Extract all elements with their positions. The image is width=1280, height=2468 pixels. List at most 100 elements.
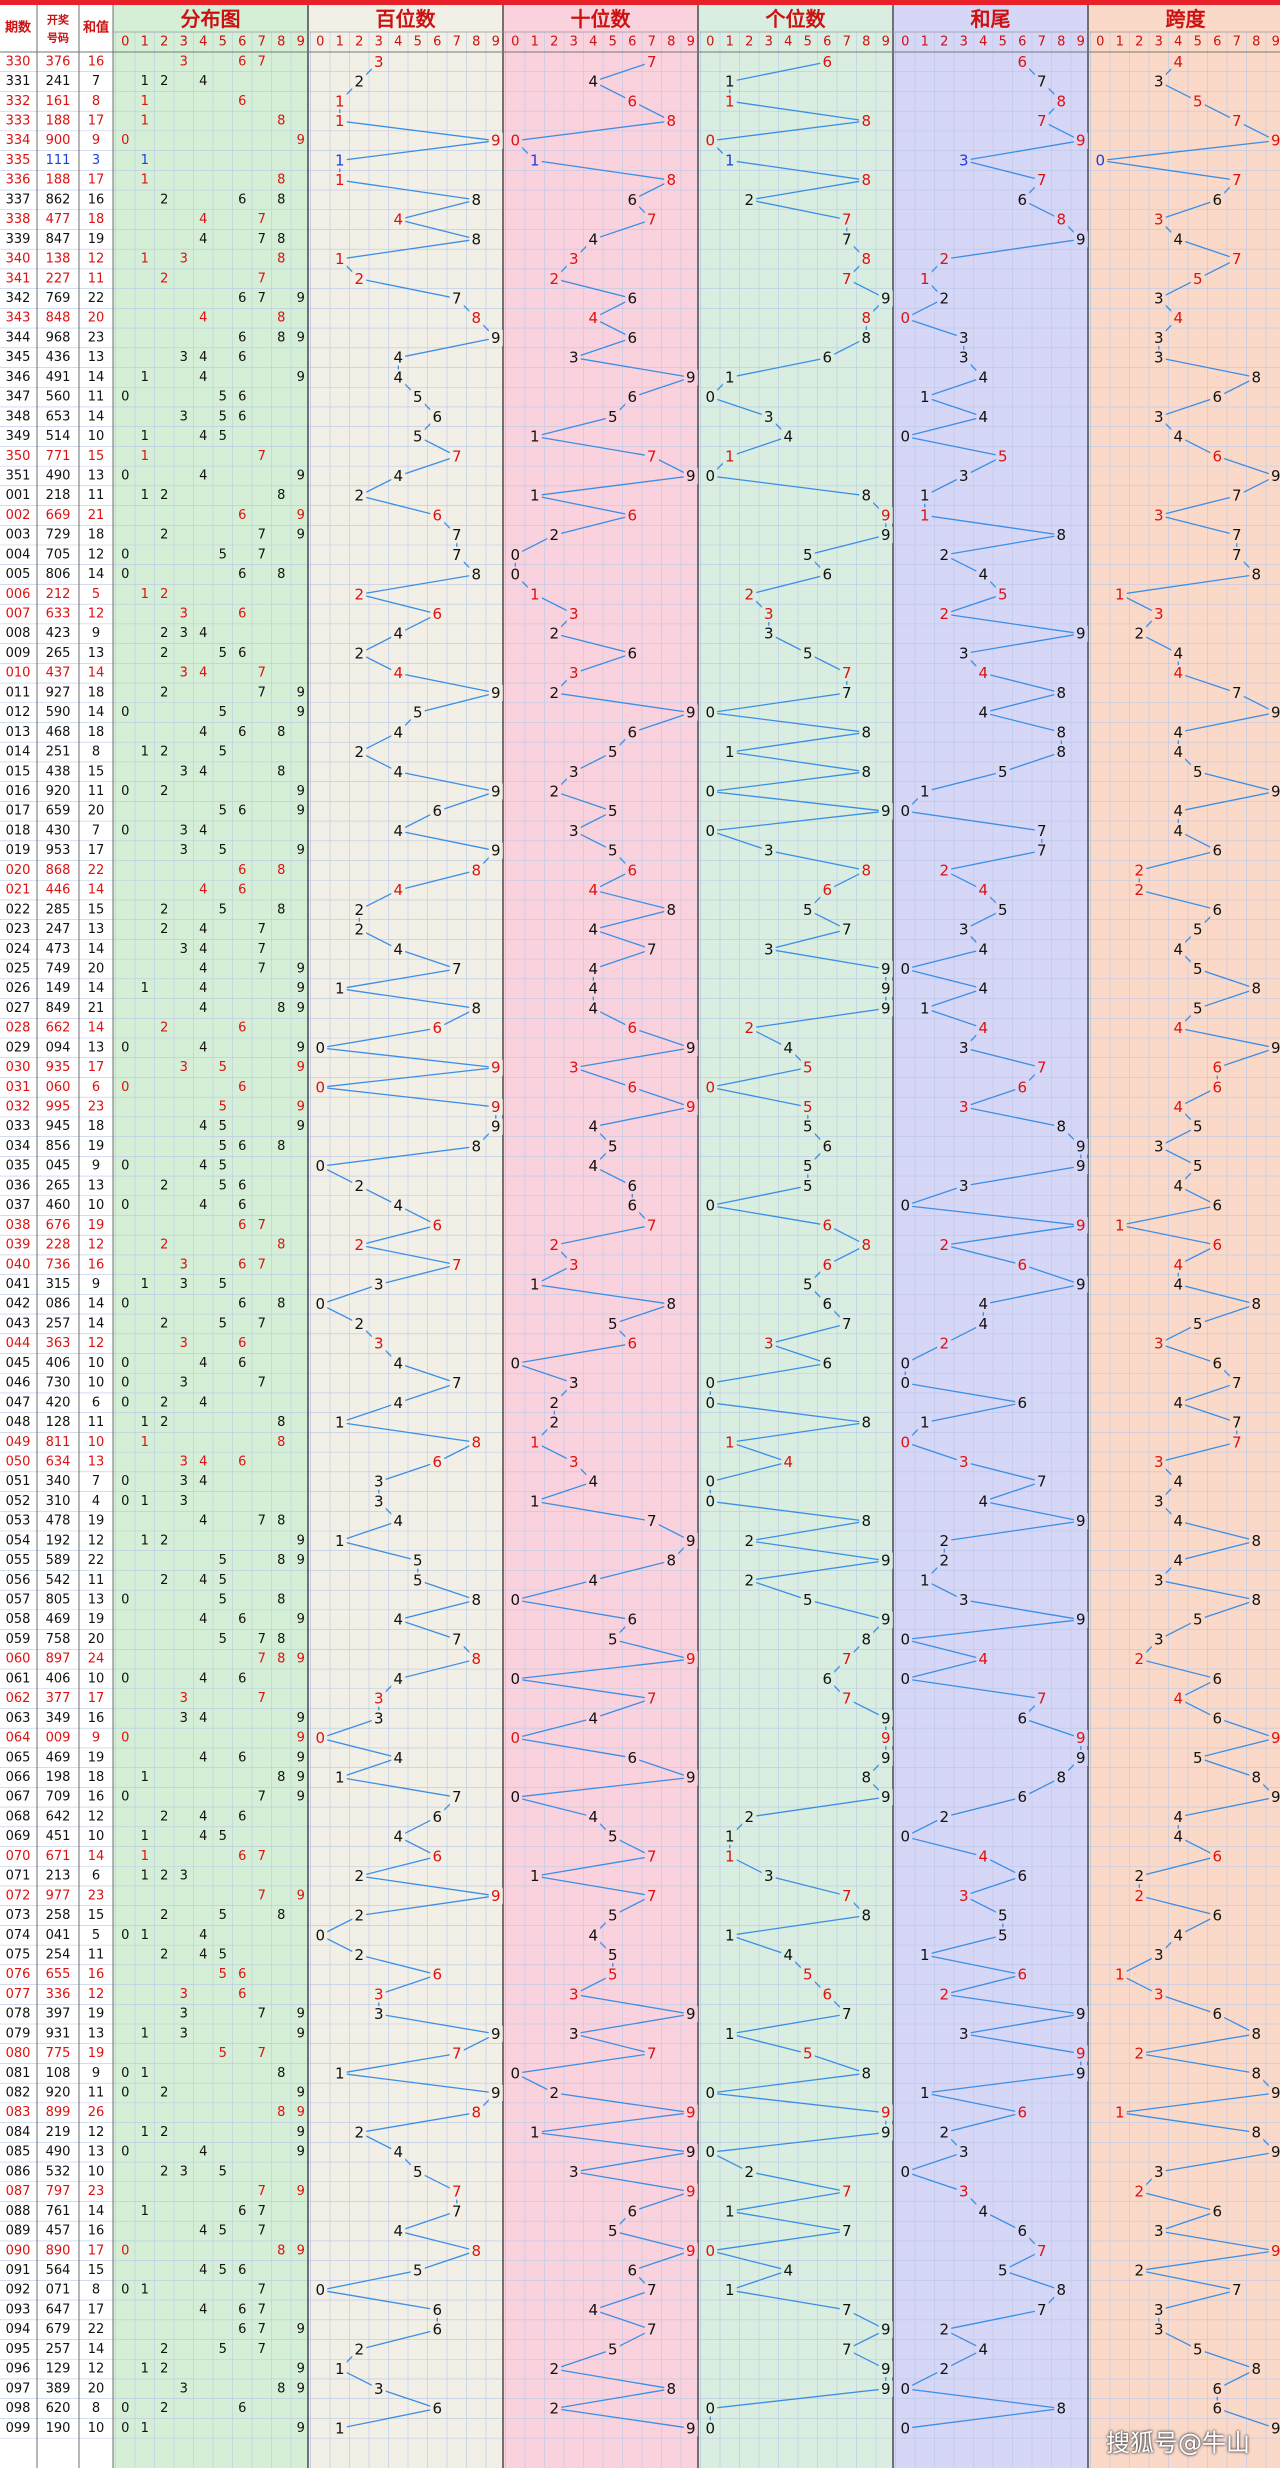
trend-point-tens: 9 <box>686 368 696 386</box>
trend-point-bg <box>683 2183 698 2200</box>
trend-point-bg <box>508 1670 523 1687</box>
trend-point-hundreds: 4 <box>393 211 403 229</box>
trend-point-units: 9 <box>881 2123 891 2141</box>
draw-cell: 219 <box>46 2125 71 2140</box>
trend-point-sum_tail: 0 <box>900 2419 910 2437</box>
trend-point-sum_tail: 6 <box>1017 1256 1027 1274</box>
draw-cell: 542 <box>46 1573 71 1588</box>
trend-point-units: 1 <box>725 92 735 110</box>
distribution-mark: 7 <box>258 1691 266 1706</box>
trend-point-units: 9 <box>881 526 891 544</box>
trend-point-bg <box>488 1887 503 1904</box>
period-cell: 007 <box>6 607 31 622</box>
trend-point-bg <box>878 2104 893 2121</box>
trend-point-bg <box>586 73 601 90</box>
trend-point-hundreds: 4 <box>393 1197 403 1215</box>
trend-point-tens: 4 <box>588 309 598 327</box>
distribution-mark: 2 <box>160 2401 168 2416</box>
draw-cell: 228 <box>46 1238 71 1253</box>
trend-point-bg <box>644 1217 659 1234</box>
trend-point-bg <box>703 704 718 721</box>
distribution-mark: 4 <box>199 1159 207 1174</box>
sum-cell: 14 <box>88 1849 105 1864</box>
trend-point-span: 8 <box>1251 2064 1261 2082</box>
draw-cell: 071 <box>46 2283 71 2298</box>
trend-point-hundreds: 4 <box>393 1749 403 1767</box>
trend-point-sum_tail: 4 <box>978 1492 988 1510</box>
distribution-mark: 7 <box>258 212 266 227</box>
trend-point-bg <box>449 1256 464 1273</box>
trend-point-bg <box>430 2321 445 2338</box>
trend-point-bg <box>976 2203 991 2220</box>
trend-point-sum_tail: 0 <box>900 428 910 446</box>
trend-point-bg <box>1210 2400 1225 2417</box>
period-cell: 028 <box>6 1021 31 1036</box>
distribution-mark: 6 <box>238 1336 246 1351</box>
trend-point-bg <box>488 132 503 149</box>
trend-point-units: 7 <box>842 1887 852 1905</box>
distribution-mark: 4 <box>199 1612 207 1627</box>
trend-point-bg <box>1132 2045 1147 2062</box>
trend-point-sum_tail: 1 <box>920 2084 930 2102</box>
trend-point-units: 1 <box>725 2025 735 2043</box>
trend-point-bg <box>1015 1256 1030 1273</box>
trend-point-hundreds: 4 <box>393 763 403 781</box>
draw-cell: 647 <box>46 2302 71 2317</box>
draw-cell: 265 <box>46 1178 71 1193</box>
trend-point-span: 4 <box>1173 1473 1183 1491</box>
draw-cell: 811 <box>46 1435 71 1450</box>
distribution-mark: 2 <box>160 1178 168 1193</box>
trend-point-bg <box>1249 2124 1264 2141</box>
period-cell: 034 <box>6 1139 31 1154</box>
distribution-mark: 9 <box>297 1100 305 1115</box>
trend-point-hundreds: 1 <box>335 2360 345 2378</box>
trend-point-tens: 9 <box>686 704 696 722</box>
trend-point-hundreds: 6 <box>432 506 442 524</box>
trend-point-tens: 8 <box>666 901 676 919</box>
trend-point-bg <box>820 349 835 366</box>
period-cell: 053 <box>6 1514 31 1529</box>
period-cell: 067 <box>6 1790 31 1805</box>
sum-cell: 11 <box>88 784 105 799</box>
trend-point-span: 6 <box>1212 388 1222 406</box>
distribution-mark: 1 <box>141 745 149 760</box>
distribution-mark: 2 <box>160 902 168 917</box>
digit-label: 3 <box>180 35 188 50</box>
digit-label: 3 <box>765 35 773 50</box>
trend-point-units: 0 <box>705 822 715 840</box>
trend-point-sum_tail: 7 <box>1037 822 1047 840</box>
trend-point-sum_tail: 4 <box>978 704 988 722</box>
distribution-mark: 4 <box>199 2302 207 2317</box>
trend-point-bg <box>683 369 698 386</box>
trend-point-sum_tail: 8 <box>1056 1118 1066 1136</box>
trend-point-bg <box>527 487 542 504</box>
trend-point-bg <box>605 408 620 425</box>
trend-point-sum_tail: 1 <box>920 270 930 288</box>
distribution-mark: 3 <box>180 843 188 858</box>
period-cell: 098 <box>6 2401 31 2416</box>
trend-point-units: 9 <box>881 1552 891 1570</box>
trend-point-span: 7 <box>1232 1433 1242 1451</box>
distribution-mark: 5 <box>219 1159 227 1174</box>
trend-point-hundreds: 2 <box>354 901 364 919</box>
trend-point-bg <box>839 921 854 938</box>
trend-point-bg <box>859 1513 874 1530</box>
trend-point-bg <box>800 1592 815 1609</box>
trend-point-bg <box>644 1690 659 1707</box>
draw-cell: 376 <box>46 54 71 69</box>
trend-point-units: 9 <box>881 960 891 978</box>
trend-point-hundreds: 0 <box>315 1926 325 1944</box>
sum-cell: 18 <box>88 725 105 740</box>
trend-point-sum_tail: 9 <box>1076 1729 1086 1747</box>
trend-point-sum_tail: 2 <box>939 861 949 879</box>
trend-point-tens: 2 <box>549 1394 559 1412</box>
trend-point-bg <box>898 2420 913 2437</box>
trend-point-bg <box>644 2045 659 2062</box>
draw-cell: 736 <box>46 1257 71 1272</box>
distribution-mark: 0 <box>121 1928 129 1943</box>
period-cell: 036 <box>6 1178 31 1193</box>
trend-point-units: 3 <box>764 940 774 958</box>
trend-point-bg <box>371 2006 386 2023</box>
digit-label: 1 <box>531 35 539 50</box>
draw-cell: 045 <box>46 1159 71 1174</box>
